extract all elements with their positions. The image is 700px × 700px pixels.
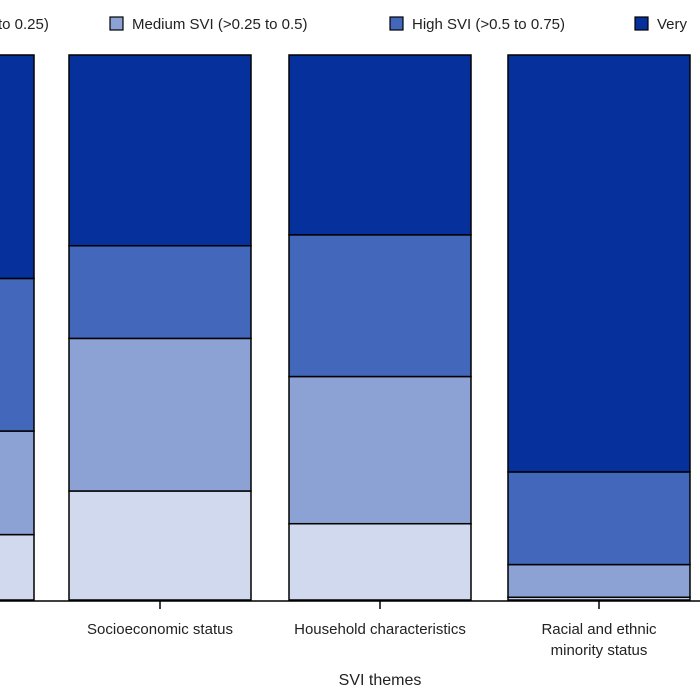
legend: to 0.25) Medium SVI (>0.25 to 0.5) High SV… — [0, 16, 688, 33]
bar-segment-socioeconomic-status-high-svi-0-5-to-0-75 — [68, 245, 252, 340]
bar-segment-household-characteristics-medium-svi-0-25-to-0-5 — [288, 375, 472, 525]
bar-segment-racial-and-ethnic-minority-status-very — [507, 54, 691, 473]
x-tick-label: Household characteristics — [294, 621, 466, 638]
bar-segment-category-1-low-svi-0-to-0-25 — [0, 533, 35, 601]
legend-label-low-svi-0-to-0-25: to 0.25) — [0, 16, 49, 33]
legend-label-medium-svi-0-25-to-0-5: Medium SVI (>0.25 to 0.5) — [132, 16, 308, 33]
bar-segment-socioeconomic-status-medium-svi-0-25-to-0-5 — [68, 337, 252, 492]
bar-segment-category-1-very — [0, 54, 35, 280]
legend-label-high-svi-0-5-to-0-75: High SVI (>0.5 to 0.75) — [412, 16, 565, 33]
bar-segment-socioeconomic-status-low-svi-0-to-0-25 — [68, 490, 252, 601]
bar-segment-category-1-high-svi-0-5-to-0-75 — [0, 277, 35, 432]
bar-segment-household-characteristics-very — [288, 54, 472, 236]
legend-swatch-high-svi-0-5-to-0-75 — [389, 16, 404, 31]
x-axis: Socioeconomic status Household characteri… — [87, 601, 657, 659]
legend-label-very: Very — [657, 16, 688, 33]
bar-segment-household-characteristics-high-svi-0-5-to-0-75 — [288, 234, 472, 378]
bar-segment-household-characteristics-low-svi-0-to-0-25 — [288, 522, 472, 601]
legend-swatch-medium-svi-0-25-to-0-5 — [109, 16, 124, 31]
bar-segment-socioeconomic-status-very — [68, 54, 252, 247]
bar-segment-racial-and-ethnic-minority-status-medium-svi-0-25-to-0-5 — [507, 563, 691, 599]
bar-segment-category-1-medium-svi-0-25-to-0-5 — [0, 430, 35, 536]
bar-segment-racial-and-ethnic-minority-status-high-svi-0-5-to-0-75 — [507, 471, 691, 566]
plot-area — [0, 54, 691, 601]
x-tick-label: Racial and ethnic minority status — [541, 621, 657, 659]
legend-swatch-very — [634, 16, 649, 31]
x-axis-title: SVI themes — [339, 672, 422, 689]
x-tick-label: Socioeconomic status — [87, 621, 233, 638]
